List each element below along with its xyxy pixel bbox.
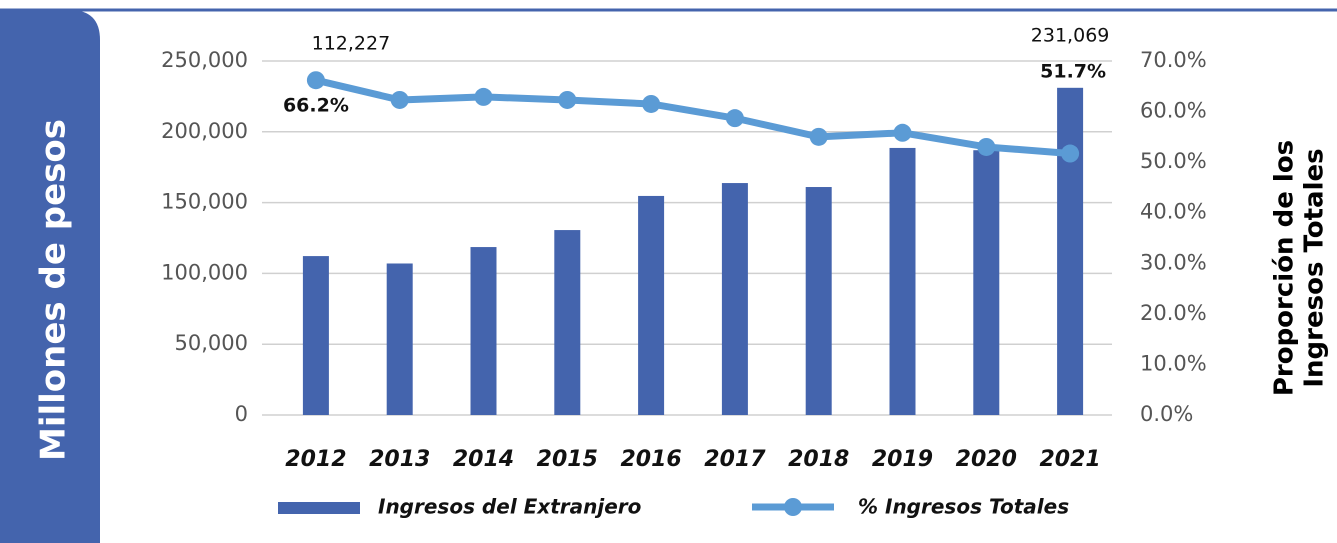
y2-tick-label: 50.0% [1140, 149, 1207, 173]
line-marker [390, 90, 409, 109]
legend-label: % Ingresos Totales [858, 495, 1069, 519]
bar [1057, 87, 1084, 415]
x-tick-label: 2019 [872, 447, 933, 472]
x-tick-label: 2021 [1039, 447, 1100, 472]
y2-tick-label: 60.0% [1140, 99, 1207, 123]
bar [805, 187, 832, 415]
x-tick-label: 2018 [788, 447, 849, 472]
x-tick-label: 2014 [453, 447, 514, 472]
y-tick-label: 0 [235, 402, 248, 426]
y2-tick-label: 20.0% [1140, 301, 1207, 325]
x-tick-label: 2016 [620, 447, 681, 472]
y2-tick-label: 30.0% [1140, 250, 1207, 274]
bar [973, 150, 1000, 415]
x-tick-label: 2013 [369, 447, 430, 472]
y2-axis-title: Ingresos Totales [1300, 148, 1330, 387]
line-marker [558, 90, 577, 109]
y-axis-title: Millones de pesos [34, 119, 74, 461]
line-marker [893, 123, 912, 142]
legend-label: Ingresos del Extranjero [378, 495, 642, 519]
y-tick-label: 250,000 [161, 48, 248, 72]
data-label: 231,069 [1031, 25, 1110, 47]
bar [638, 195, 665, 415]
legend-swatch [784, 498, 802, 516]
y2-tick-label: 40.0% [1140, 200, 1207, 224]
legend-swatch [278, 502, 360, 514]
line [315, 76, 1071, 158]
bar [302, 256, 329, 415]
y-tick-label: 200,000 [161, 119, 248, 143]
bar [554, 230, 581, 415]
bar [386, 263, 413, 415]
bar [721, 183, 748, 415]
line-marker [1061, 144, 1080, 163]
x-tick-label: 2015 [537, 447, 598, 472]
x-tick-label: 2020 [956, 447, 1017, 472]
x-tick-label: 2017 [704, 447, 766, 472]
bar [889, 147, 916, 416]
line-marker [725, 109, 744, 128]
y2-tick-label: 70.0% [1140, 48, 1207, 72]
data-label: 51.7% [1040, 61, 1106, 83]
data-label: 112,227 [312, 33, 391, 55]
line-marker [306, 71, 325, 90]
line-marker [977, 137, 996, 156]
line-marker [809, 127, 828, 146]
axis-title-panel [0, 10, 100, 543]
line-marker [474, 87, 493, 106]
y-tick-label: 50,000 [175, 331, 248, 355]
data-label: 66.2% [283, 95, 349, 117]
x-tick-label: 2012 [285, 447, 346, 472]
y-tick-label: 150,000 [161, 190, 248, 214]
bar [470, 247, 497, 415]
y-tick-label: 100,000 [161, 260, 248, 284]
line-marker [642, 94, 661, 113]
y2-tick-label: 10.0% [1140, 351, 1207, 375]
y2-tick-label: 0.0% [1140, 402, 1193, 426]
y2-axis-title: Proporción de los [1270, 140, 1300, 396]
